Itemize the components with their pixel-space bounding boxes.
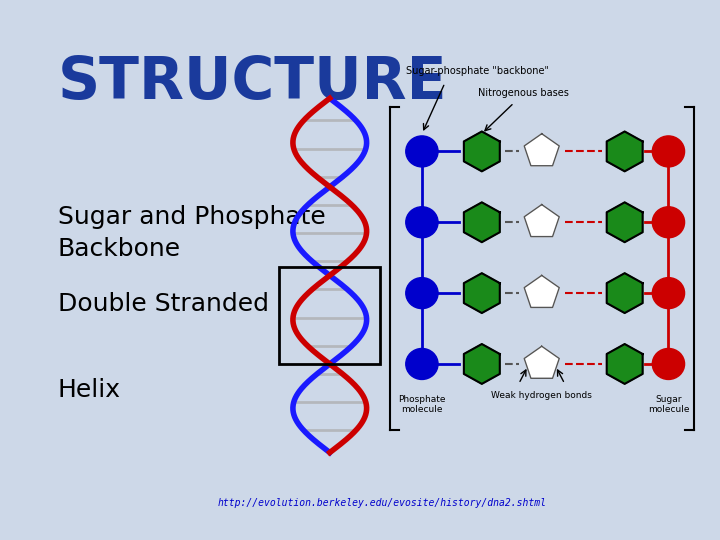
Text: Phosphate
molecule: Phosphate molecule — [398, 395, 446, 414]
Polygon shape — [607, 202, 643, 242]
Polygon shape — [524, 346, 559, 379]
Polygon shape — [524, 134, 559, 166]
Polygon shape — [607, 273, 643, 313]
Polygon shape — [464, 273, 500, 313]
Text: Sugar-phosphate "backbone": Sugar-phosphate "backbone" — [405, 66, 549, 76]
Polygon shape — [524, 275, 559, 307]
Text: STRUCTURE: STRUCTURE — [58, 54, 447, 111]
Circle shape — [652, 348, 685, 380]
Circle shape — [406, 278, 438, 309]
Circle shape — [406, 207, 438, 238]
Circle shape — [652, 136, 685, 167]
Polygon shape — [464, 131, 500, 171]
Bar — [279, 267, 380, 364]
Text: Sugar
molecule: Sugar molecule — [648, 395, 689, 414]
Polygon shape — [607, 344, 643, 384]
Text: Weak hydrogen bonds: Weak hydrogen bonds — [491, 390, 592, 400]
Polygon shape — [524, 205, 559, 237]
Circle shape — [406, 136, 438, 167]
Polygon shape — [607, 131, 643, 171]
Text: Double Stranded: Double Stranded — [58, 292, 269, 315]
Circle shape — [406, 348, 438, 380]
Circle shape — [652, 278, 685, 309]
Polygon shape — [464, 202, 500, 242]
Text: Nitrogenous bases: Nitrogenous bases — [478, 88, 569, 98]
Text: http://evolution.berkeley.edu/evosite/history/dna2.shtml: http://evolution.berkeley.edu/evosite/hi… — [217, 497, 546, 508]
Circle shape — [652, 207, 685, 238]
Polygon shape — [464, 344, 500, 384]
Text: Sugar and Phosphate
Backbone: Sugar and Phosphate Backbone — [58, 205, 325, 261]
Text: Helix: Helix — [58, 378, 121, 402]
